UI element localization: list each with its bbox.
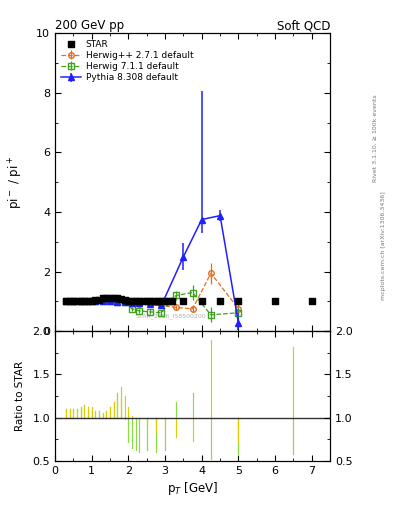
STAR xyxy=(217,297,223,306)
Text: STAR_2006_I58500200: STAR_2006_I58500200 xyxy=(135,314,206,319)
STAR xyxy=(114,294,121,303)
STAR xyxy=(165,297,172,306)
Text: Rivet 3.1.10, ≥ 100k events: Rivet 3.1.10, ≥ 100k events xyxy=(373,94,378,182)
STAR xyxy=(154,297,161,306)
STAR xyxy=(110,294,117,303)
STAR xyxy=(92,296,99,304)
STAR xyxy=(121,296,128,304)
STAR xyxy=(118,295,124,303)
STAR xyxy=(129,297,135,306)
STAR xyxy=(85,297,91,306)
STAR xyxy=(169,297,176,306)
STAR xyxy=(147,297,154,306)
STAR xyxy=(74,297,80,306)
STAR xyxy=(235,297,242,306)
Y-axis label: pi$^-$ / pi$^+$: pi$^-$ / pi$^+$ xyxy=(6,156,25,209)
STAR xyxy=(180,297,187,306)
Y-axis label: Ratio to STAR: Ratio to STAR xyxy=(15,361,25,431)
STAR xyxy=(81,297,88,306)
STAR xyxy=(151,297,157,306)
STAR xyxy=(140,297,146,306)
STAR xyxy=(107,294,113,303)
Text: 200 GeV pp: 200 GeV pp xyxy=(55,19,124,32)
STAR xyxy=(96,296,102,304)
STAR xyxy=(125,297,132,306)
STAR xyxy=(272,297,278,306)
Text: Soft QCD: Soft QCD xyxy=(277,19,330,32)
STAR xyxy=(136,297,143,306)
STAR xyxy=(198,297,205,306)
X-axis label: p$_T$ [GeV]: p$_T$ [GeV] xyxy=(167,480,218,497)
STAR xyxy=(77,297,84,306)
Text: mcplots.cern.ch [arXiv:1306.3436]: mcplots.cern.ch [arXiv:1306.3436] xyxy=(381,191,386,300)
STAR xyxy=(88,297,95,306)
STAR xyxy=(70,297,77,306)
STAR xyxy=(158,297,165,306)
STAR xyxy=(66,297,73,306)
STAR xyxy=(162,297,168,306)
STAR xyxy=(63,297,69,306)
STAR xyxy=(103,294,110,303)
STAR xyxy=(309,297,315,306)
Legend: STAR, Herwig++ 2.7.1 default, Herwig 7.1.1 default, Pythia 8.308 default: STAR, Herwig++ 2.7.1 default, Herwig 7.1… xyxy=(59,38,195,84)
STAR xyxy=(143,297,150,306)
STAR xyxy=(99,294,106,303)
STAR xyxy=(132,297,139,306)
